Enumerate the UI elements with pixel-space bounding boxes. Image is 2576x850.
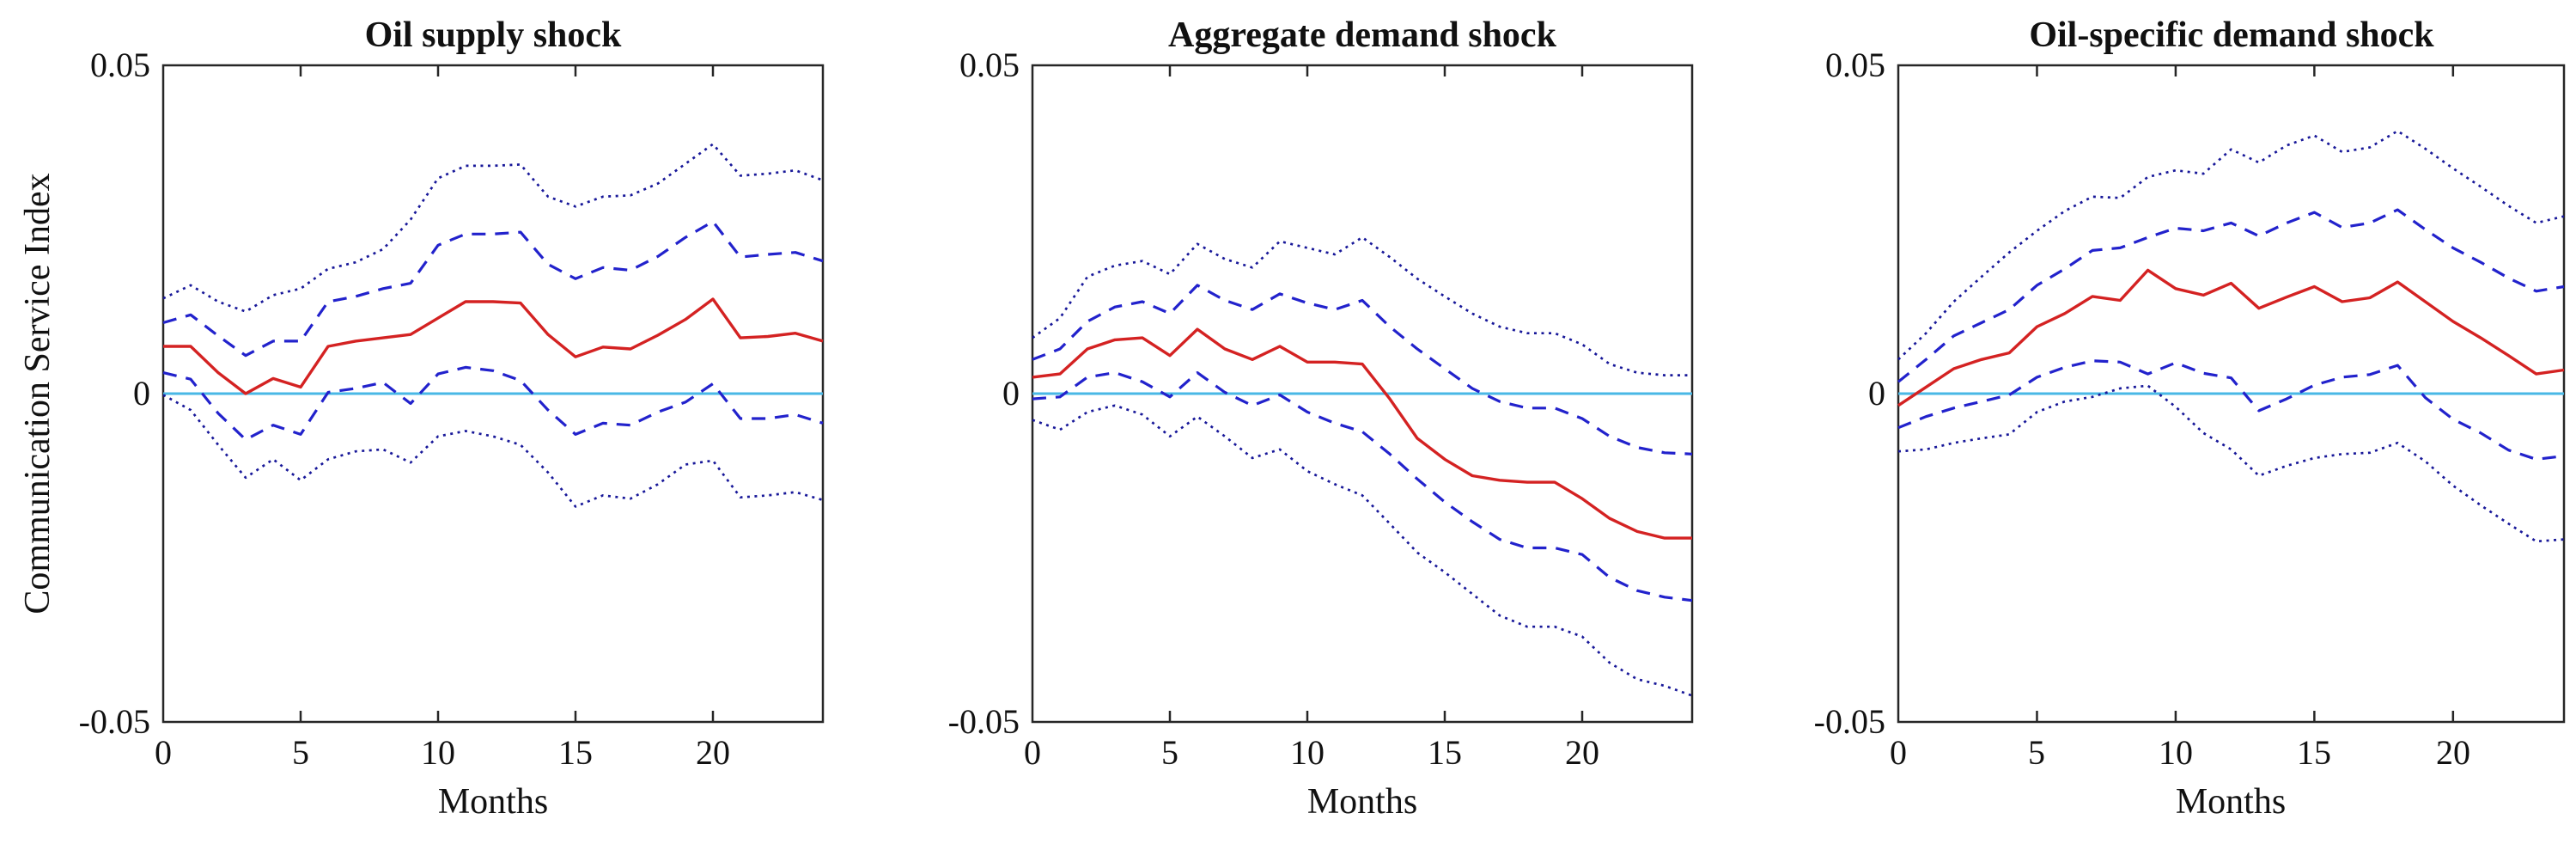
upper-inner-band-line xyxy=(1032,284,1693,456)
panel-title-oil-supply: Oil supply shock xyxy=(364,15,622,55)
x-tick-label: 5 xyxy=(1161,733,1178,772)
median-line xyxy=(1032,327,1692,540)
lower-outer-band-line xyxy=(162,394,824,508)
x-tick-label: 10 xyxy=(2159,733,2193,772)
x-tick-label: 20 xyxy=(1565,733,1599,772)
x-tick-label: 0 xyxy=(1024,733,1041,772)
y-tick-label: 0 xyxy=(133,374,150,413)
x-axis-title: Months xyxy=(1306,782,1418,822)
y-tick-label: 0 xyxy=(1868,374,1885,413)
y-tick-label: 0 xyxy=(1002,374,1020,413)
y-tick-label: -0.05 xyxy=(1813,702,1885,741)
upper-outer-band-line xyxy=(1032,235,1692,376)
chart-panel-2 xyxy=(1031,64,1694,724)
y-tick-label: 0.05 xyxy=(1825,46,1885,84)
lower-inner-band-line xyxy=(162,365,824,442)
x-tick-label: 0 xyxy=(1890,733,1907,772)
x-tick-label: 15 xyxy=(2297,733,2331,772)
x-axis-title: Months xyxy=(2175,782,2287,822)
upper-inner-band-line xyxy=(1897,208,2565,383)
y-tick-label: -0.05 xyxy=(78,702,150,741)
x-tick-label: 5 xyxy=(292,733,309,772)
upper-inner-band-line xyxy=(162,220,824,358)
panel-title-aggregate-demand: Aggregate demand shock xyxy=(1168,15,1556,55)
chart-panel-1 xyxy=(161,64,825,724)
x-tick-label: 20 xyxy=(696,733,730,772)
lower-inner-band-line xyxy=(1032,371,1693,602)
x-tick-label: 15 xyxy=(1428,733,1462,772)
y-tick-label: -0.05 xyxy=(947,702,1020,741)
x-tick-label: 20 xyxy=(2436,733,2470,772)
y-tick-label: 0.05 xyxy=(959,46,1020,84)
chart-panel-3 xyxy=(1897,64,2566,724)
x-tick-label: 15 xyxy=(558,733,593,772)
y-tick-label: 0.05 xyxy=(90,46,150,84)
lower-outer-band-line xyxy=(1897,384,2565,543)
lower-outer-band-line xyxy=(1032,404,1693,697)
median-line xyxy=(1897,268,2565,407)
lower-inner-band-line xyxy=(1897,359,2565,462)
panel-title-oil-specific-demand: Oil-specific demand shock xyxy=(2029,15,2434,55)
median-line xyxy=(163,297,824,395)
y-axis-title: Communication Service Index xyxy=(18,173,58,615)
x-tick-label: 10 xyxy=(421,733,455,772)
x-tick-label: 0 xyxy=(155,733,172,772)
x-tick-label: 5 xyxy=(2028,733,2045,772)
upper-outer-band-line xyxy=(1897,130,2565,361)
upper-outer-band-line xyxy=(162,143,824,313)
x-axis-title: Months xyxy=(437,782,549,822)
x-tick-label: 10 xyxy=(1290,733,1325,772)
